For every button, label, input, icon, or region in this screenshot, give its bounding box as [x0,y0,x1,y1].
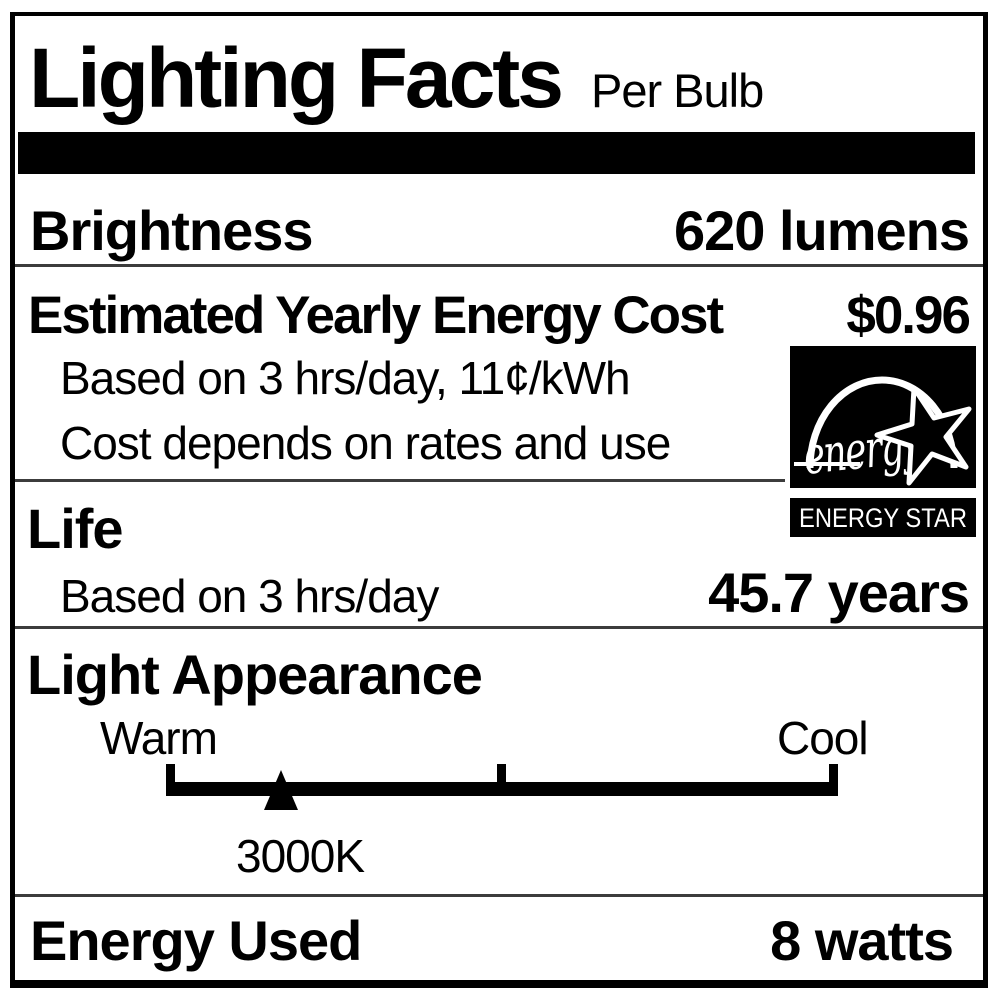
light-appearance-cool-label: Cool [777,712,869,764]
label-subtitle: Per Bulb [590,64,764,117]
energy-used-label: Energy Used [30,909,362,972]
energy-cost-value: $0.96 [846,286,971,345]
energy-cost-basis: Based on 3 hrs/day, 11¢/kWh [60,352,631,404]
energy-cost-row: Estimated Yearly Energy Cost $0.96 [28,286,971,345]
brightness-value: 620 lumens [673,199,970,262]
energy-star-logo: energy ENERGY STAR [790,346,976,537]
label-title: Lighting Facts [29,31,564,125]
temperature-marker-triangle-icon [264,770,298,810]
divider-life [15,626,983,629]
life-basis: Based on 3 hrs/day [60,570,439,622]
energy-cost-label: Estimated Yearly Energy Cost [28,286,724,345]
energy-star-caption: ENERGY STAR [799,503,967,533]
header-separator-bar [18,132,975,174]
life-label: Life [27,497,124,560]
divider-light-appearance [15,894,983,897]
energy-cost-disclaimer: Cost depends on rates and use [60,417,671,469]
energy-star-star-icon [874,385,972,486]
brightness-label: Brightness [30,199,313,262]
divider-energy-cost [15,479,785,482]
energy-used-row: Energy Used 8 watts [30,909,954,972]
life-row: Based on 3 hrs/day 45.7 years [60,561,970,624]
life-value: 45.7 years [708,561,970,624]
brightness-row: Brightness 620 lumens [30,199,970,262]
scale-left-end-tick [166,764,175,796]
temperature-value: 3000K [235,830,365,882]
energy-star-logo-graphic: energy ENERGY STAR [790,346,976,537]
energy-used-value: 8 watts [770,909,954,972]
light-appearance-warm-label: Warm [100,712,218,764]
label-header: Lighting Facts Per Bulb [29,31,764,125]
divider-brightness [15,264,983,267]
light-appearance-label: Light Appearance [27,643,483,706]
lighting-facts-label: Lighting Facts Per Bulb Brightness 620 l… [10,12,988,988]
color-temperature-scale [166,764,838,830]
scale-middle-tick [497,764,506,796]
scale-right-end-tick [829,764,838,796]
